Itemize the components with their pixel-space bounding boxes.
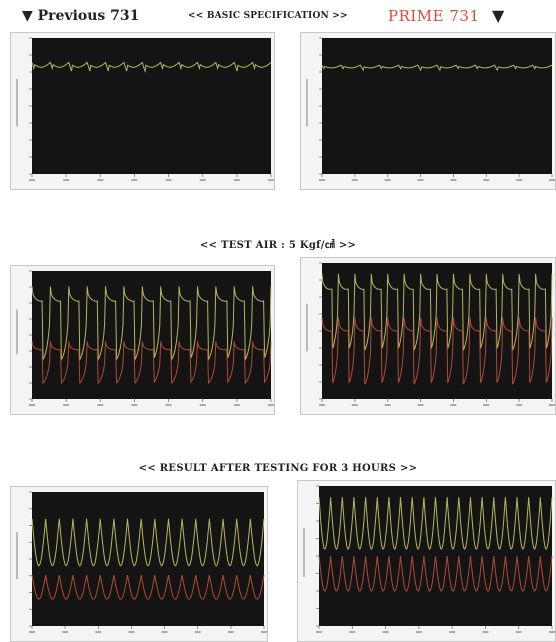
x-tick-label [128, 631, 135, 633]
header: ▼ Previous 731 << BASIC SPECIFICATION >>… [0, 6, 556, 28]
x-tick-label [233, 179, 240, 181]
series-lower-line [31, 341, 272, 385]
x-tick-label [233, 404, 240, 406]
x-tick-label [29, 179, 35, 181]
y-axis-label [306, 303, 308, 352]
x-tick-label [29, 404, 35, 406]
x-tick-label [515, 631, 522, 633]
y-axis-label [16, 309, 18, 355]
chart-result-previous [10, 486, 268, 642]
x-tick-label [482, 631, 489, 633]
x-tick-label [549, 404, 555, 406]
arrow-down-icon: ▼ [492, 6, 505, 25]
chart-test-air-previous [10, 265, 275, 415]
x-tick-label [549, 179, 555, 181]
chart-result-prime [297, 480, 556, 642]
x-tick-label [131, 179, 138, 181]
plot-area [32, 492, 264, 626]
x-tick-label [63, 404, 70, 406]
chart-basic-previous [10, 32, 275, 190]
x-tick-label [384, 179, 391, 181]
x-tick-label [227, 631, 234, 633]
series-upper-line [318, 497, 553, 550]
x-tick-label [417, 179, 424, 181]
x-tick-label [95, 631, 102, 633]
x-tick-label [63, 179, 70, 181]
x-tick-label [450, 179, 457, 181]
y-axis-label [16, 532, 18, 580]
prime-label: PRIME 731 [388, 7, 480, 25]
x-tick-label [97, 179, 104, 181]
x-tick-label [199, 179, 206, 181]
plot-area [322, 38, 552, 174]
x-tick-label [194, 631, 201, 633]
x-tick-label [417, 404, 424, 406]
series-lower-line [321, 317, 553, 385]
series-lower-line [318, 555, 553, 592]
y-axis-label [306, 78, 308, 127]
section-title-test-air: << TEST AIR : 5 Kgf/㎠ >> [199, 240, 357, 251]
x-tick-label [449, 631, 456, 633]
x-tick-label [131, 404, 138, 406]
series-upper-line [31, 518, 265, 567]
series-upper-line [31, 61, 272, 74]
plot-area [32, 271, 271, 399]
x-tick-label [165, 404, 172, 406]
chart-test-air-prime [300, 257, 556, 415]
x-tick-label [450, 404, 457, 406]
x-tick-label [351, 179, 358, 181]
y-axis-label [16, 78, 18, 127]
section-title-result: << RESULT AFTER TESTING FOR 3 HOURS >> [138, 463, 418, 474]
spec-label: << BASIC SPECIFICATION >> [188, 11, 348, 21]
series-upper-line [321, 64, 553, 72]
x-tick-label [483, 179, 490, 181]
x-tick-label [319, 179, 325, 181]
x-tick-label [165, 179, 172, 181]
x-tick-label [384, 404, 391, 406]
x-tick-label [516, 179, 523, 181]
x-tick-label [349, 631, 356, 633]
x-tick-label [549, 631, 555, 633]
previous-label: ▼ Previous 731 [22, 8, 140, 24]
x-tick-label [483, 404, 490, 406]
x-tick-label [199, 404, 206, 406]
chart-basic-prime [300, 32, 556, 190]
x-tick-label [351, 404, 358, 406]
x-tick-label [415, 631, 422, 633]
x-tick-label [29, 631, 35, 633]
series-upper-line [31, 286, 272, 362]
x-tick-label [516, 404, 523, 406]
x-tick-label [268, 179, 274, 181]
y-axis-label [303, 528, 305, 577]
series-lower-line [31, 575, 265, 600]
x-tick-label [97, 404, 104, 406]
x-tick-label [161, 631, 168, 633]
x-tick-label [261, 631, 267, 633]
series-upper-line [321, 273, 553, 351]
x-tick-label [316, 631, 322, 633]
x-tick-label [62, 631, 69, 633]
x-tick-label [319, 404, 325, 406]
x-tick-label [382, 631, 389, 633]
plot-area [32, 38, 271, 174]
x-tick-label [268, 404, 274, 406]
